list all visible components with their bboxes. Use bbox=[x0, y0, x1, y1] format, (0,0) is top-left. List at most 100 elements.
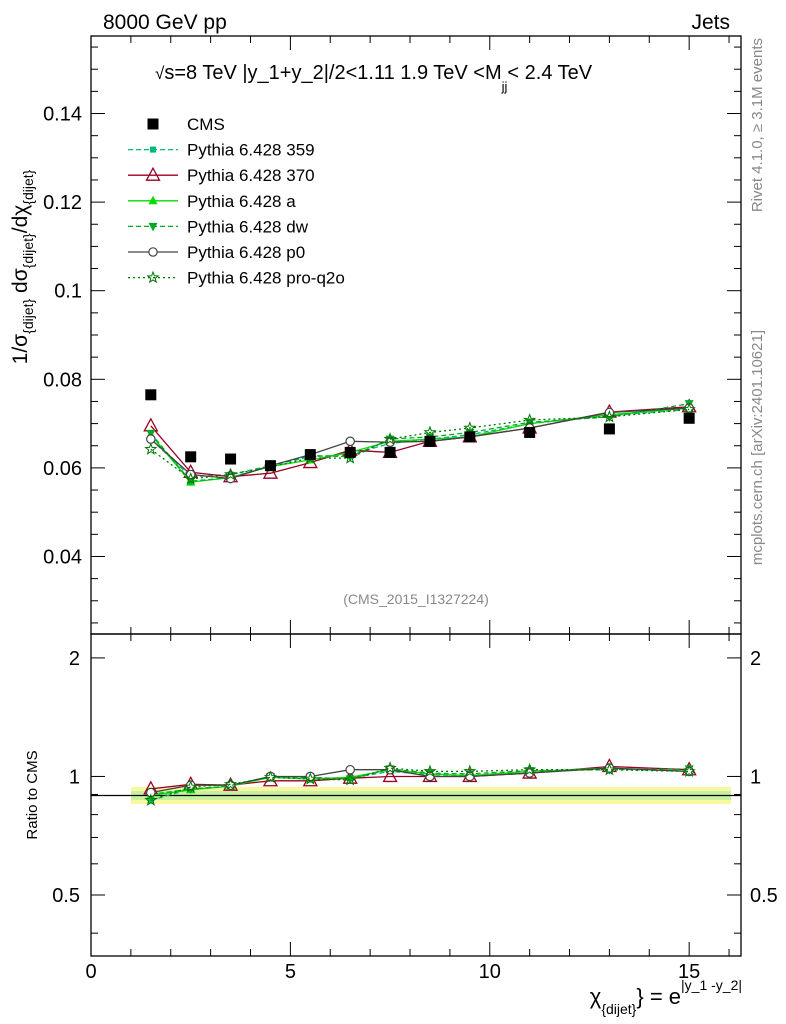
series-5-ratio-point bbox=[144, 793, 158, 806]
ratio-tick-label-left: 2 bbox=[69, 648, 80, 670]
series-3-point bbox=[146, 429, 156, 439]
title-sub: jj bbox=[501, 79, 508, 94]
ylabel-a: 1/σ bbox=[9, 334, 32, 365]
xlabel-mid: } = e bbox=[636, 984, 681, 1009]
series-5-ratio-point bbox=[184, 780, 198, 793]
ylabel-b: dσ bbox=[9, 268, 32, 299]
cms-data-point bbox=[384, 446, 396, 458]
series-5-point bbox=[682, 402, 696, 416]
ratio-tick-label-left: 0.5 bbox=[52, 885, 80, 907]
series-5-point bbox=[423, 425, 437, 439]
series-5-point bbox=[463, 421, 477, 434]
ratio-tick-label-right: 0.5 bbox=[750, 885, 778, 907]
legend-marker bbox=[145, 166, 161, 181]
cms-data-point bbox=[424, 435, 436, 447]
cms-data-point bbox=[683, 412, 695, 424]
rivet-label: Rivet 4.1.0, ≥ 3.1M events bbox=[749, 38, 766, 212]
cms-data-point bbox=[344, 446, 356, 458]
xlabel-sup: |y_1 -y_2| bbox=[681, 977, 742, 993]
x-tick-label: 0 bbox=[85, 961, 96, 983]
cms-data-point bbox=[524, 426, 536, 438]
series-1-point bbox=[262, 464, 279, 479]
series-5-ratio-point bbox=[602, 762, 617, 776]
series-4-ratio-point bbox=[225, 780, 236, 791]
x-tick-label: 15 bbox=[678, 961, 700, 983]
series-5-ratio-point bbox=[223, 777, 238, 790]
x-tick-label: 5 bbox=[285, 961, 296, 983]
cms-data-point bbox=[264, 460, 276, 472]
series-4-ratio-point bbox=[425, 771, 435, 782]
series-4-point bbox=[146, 434, 156, 444]
ylabel-b-sub: {dijet} bbox=[20, 233, 36, 268]
title-main: s=8 TeV |y_1+y_2|/2<1.11 1.9 TeV <M bbox=[164, 62, 501, 84]
data-layer bbox=[145, 389, 695, 472]
series-5-point bbox=[184, 472, 198, 485]
title-post: < 2.4 TeV bbox=[507, 62, 592, 84]
series-5-ratio-line bbox=[150, 767, 690, 801]
series-5-point bbox=[602, 410, 617, 423]
cms-data-point bbox=[225, 453, 237, 465]
series-4-point bbox=[345, 436, 356, 447]
legend-marker bbox=[147, 118, 159, 130]
cms-data-point bbox=[304, 449, 316, 461]
x-axis-label: χ{dijet}} = e|y_1 -y_2| bbox=[590, 977, 742, 1017]
ratio-tick-label-right: 1 bbox=[750, 766, 761, 788]
series-5-point bbox=[223, 467, 238, 481]
series-5-ratio-point bbox=[682, 764, 696, 778]
series-4-ratio-point bbox=[146, 787, 156, 798]
legend-label: Pythia 6.428 359 bbox=[187, 141, 315, 160]
legend-marker bbox=[148, 222, 158, 232]
series-4-ratio-point bbox=[345, 764, 356, 775]
series-5-point bbox=[144, 442, 158, 455]
series-5-ratio-point bbox=[523, 762, 537, 776]
source-url: mcplots.cern.ch [arXiv:2401.10621] bbox=[749, 330, 766, 565]
series-4-line bbox=[150, 407, 690, 480]
legend-label: Pythia 6.428 pro-q2o bbox=[187, 269, 345, 288]
legend-label: Pythia 6.428 a bbox=[187, 192, 296, 211]
ylabel-c-sub: {dijet} bbox=[20, 169, 36, 204]
legend-label: Pythia 6.428 370 bbox=[187, 166, 315, 185]
ratio-tick-label-right: 2 bbox=[750, 648, 761, 670]
cms-data-point bbox=[464, 431, 476, 443]
y-tick-label: 0.04 bbox=[43, 546, 82, 568]
legend-marker bbox=[146, 270, 160, 284]
analysis-id: (CMS_2015_I1327224) bbox=[343, 591, 489, 607]
tick-marks: 0 5 10 15 0.04 0.06 0.08 0.1 0.12 0.14 0.5 0.5 1 1 2 2 bbox=[43, 36, 778, 983]
legend-marker bbox=[148, 247, 158, 257]
ylabel-a-sub: {dijet} bbox=[20, 298, 36, 333]
series-3-ratio-line bbox=[150, 768, 690, 796]
cms-data-point bbox=[603, 423, 615, 435]
series-5-ratio-point bbox=[343, 772, 357, 786]
series-5-ratio-point bbox=[263, 770, 278, 783]
y-axis-label: 1/σ{dijet} dσ{dijet}/dχ{dijet} bbox=[9, 169, 36, 364]
title-sqrt: √ bbox=[155, 64, 165, 83]
series-5-ratio-point bbox=[423, 764, 437, 778]
ylabel-c: /dχ bbox=[9, 205, 32, 234]
series-5-ratio-point bbox=[383, 761, 397, 774]
series-1-ratio-point bbox=[382, 768, 398, 783]
ratio-y-label: Ratio to CMS bbox=[24, 750, 41, 839]
legend-label: Pythia 6.428 p0 bbox=[187, 243, 305, 262]
y-tick-label: 0.08 bbox=[43, 369, 82, 391]
series-5-ratio-point bbox=[303, 772, 317, 785]
legend-marker bbox=[150, 146, 156, 153]
ratio-tick-label-left: 1 bbox=[69, 766, 80, 788]
series-5-ratio-point bbox=[463, 764, 477, 778]
header-right: Jets bbox=[691, 11, 730, 34]
y-tick-label: 0.12 bbox=[43, 192, 82, 214]
y-tick-label: 0.14 bbox=[43, 104, 82, 126]
cms-data-point bbox=[145, 389, 157, 401]
legend-label: Pythia 6.428 dw bbox=[187, 217, 309, 236]
xlabel-chi: χ bbox=[590, 984, 602, 1009]
series-1-point bbox=[143, 417, 159, 432]
y-tick-label: 0.1 bbox=[54, 281, 82, 303]
series-4-ratio-point bbox=[465, 771, 475, 782]
y-tick-label: 0.06 bbox=[43, 458, 82, 480]
cms-data-point bbox=[185, 451, 197, 463]
legend-marker bbox=[148, 195, 158, 205]
series-5-point bbox=[383, 432, 397, 445]
chart-title: √s=8 TeV |y_1+y_2|/2<1.11 1.9 TeV <Mjj< … bbox=[155, 62, 593, 94]
x-tick-label: 10 bbox=[479, 961, 501, 983]
header-left: 8000 GeV pp bbox=[103, 11, 227, 34]
